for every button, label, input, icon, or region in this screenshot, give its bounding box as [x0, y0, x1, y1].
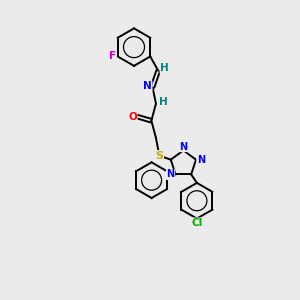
Text: O: O — [128, 112, 137, 122]
Text: Cl: Cl — [191, 218, 203, 228]
Text: H: H — [159, 98, 168, 107]
Text: N: N — [167, 169, 175, 179]
Text: N: N — [179, 142, 188, 152]
Text: S: S — [155, 151, 164, 161]
Text: N: N — [143, 81, 152, 91]
Text: N: N — [197, 154, 205, 165]
Text: H: H — [160, 63, 169, 74]
Text: F: F — [109, 52, 116, 61]
